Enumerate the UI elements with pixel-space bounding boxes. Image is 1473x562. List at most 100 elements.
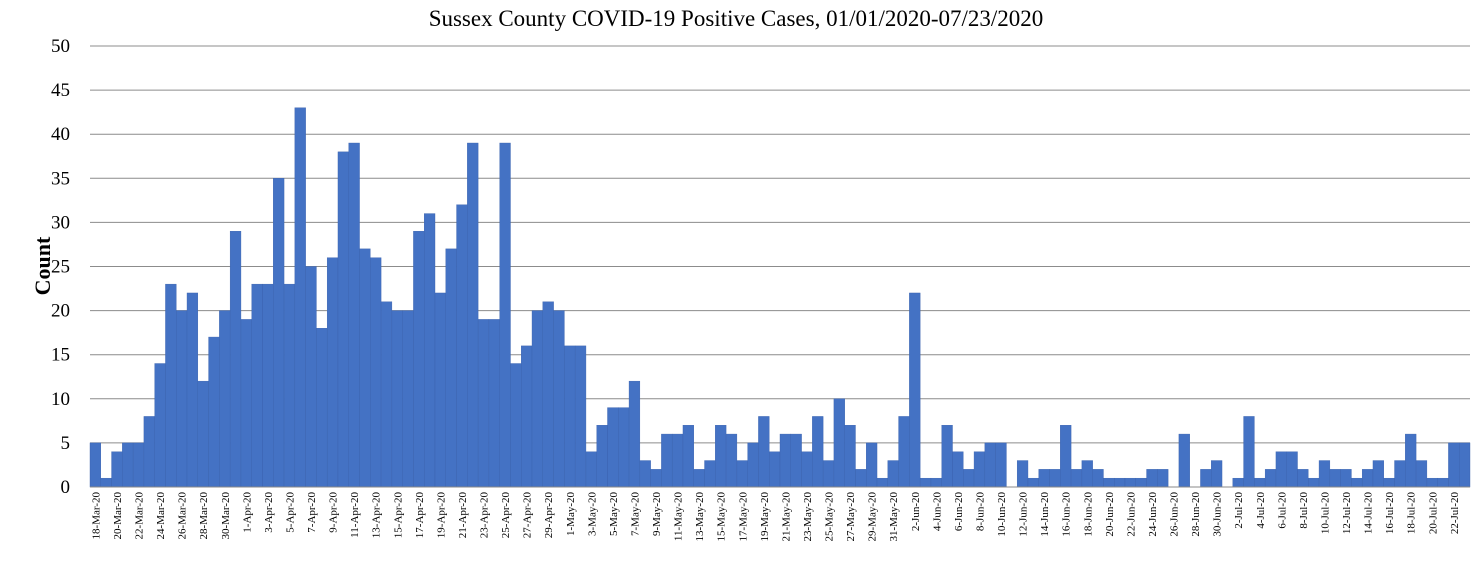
bar-2-Jun-20 — [909, 292, 921, 488]
x-tick-label: 19-May-20 — [759, 492, 771, 542]
bar-14-Apr-20 — [380, 301, 393, 488]
bar-29-May-20 — [866, 442, 878, 488]
x-tick-label: 26-Mar-20 — [177, 492, 189, 540]
bar-31-May-20 — [887, 460, 899, 488]
x-tick-label: 10-Jul-20 — [1319, 492, 1331, 535]
bar-17-May-20 — [736, 460, 748, 488]
bar-6-Apr-20 — [294, 107, 306, 488]
x-tick-label: 29-Apr-20 — [543, 492, 555, 539]
x-tick-label: 8-Jun-20 — [974, 492, 986, 532]
bar-22-Jun-20 — [1124, 477, 1136, 488]
bar-12-Jun-20 — [1016, 460, 1029, 488]
bar-20-Mar-20 — [111, 451, 123, 488]
bar-7-Jul-20 — [1286, 451, 1298, 488]
x-tick-label: 12-Jul-20 — [1341, 492, 1353, 535]
x-tick-label: 27-May-20 — [845, 492, 857, 542]
bar-9-May-20 — [650, 469, 662, 488]
x-tick-label: 14-Jun-20 — [1039, 492, 1051, 537]
bar-20-May-20 — [769, 451, 781, 488]
bar-27-Apr-20 — [521, 345, 533, 488]
x-tick-label: 26-Jun-20 — [1169, 492, 1181, 537]
bar-17-Apr-20 — [413, 231, 425, 488]
bar-22-Apr-20 — [467, 142, 479, 488]
x-tick-label: 2-Jun-20 — [910, 492, 922, 532]
bar-21-Apr-20 — [456, 204, 468, 488]
bar-4-Jul-20 — [1254, 477, 1266, 488]
x-tick-label: 5-Apr-20 — [284, 492, 296, 533]
x-tick-label: 6-Jun-20 — [953, 492, 965, 532]
x-axis-ticks: 18-Mar-20 20-Mar-20 22-Mar-20 24-Mar-20 26-M… — [90, 492, 1460, 542]
bar-19-Jun-20 — [1092, 469, 1104, 488]
bar-6-Jun-20 — [952, 451, 964, 488]
bar-6-May-20 — [618, 407, 630, 488]
y-tick-label: 20 — [51, 301, 70, 322]
bar-18-Apr-20 — [424, 213, 436, 488]
x-tick-label: 24-Jun-20 — [1147, 492, 1159, 537]
y-tick-label: 30 — [51, 212, 70, 233]
bar-9-Jul-20 — [1308, 477, 1320, 488]
bar-18-Mar-20 — [89, 442, 101, 488]
x-tick-label: 4-Jun-20 — [931, 492, 943, 532]
bar-2-Jul-20 — [1232, 477, 1244, 488]
bar-5-May-20 — [607, 407, 619, 488]
bar-12-Apr-20 — [359, 248, 371, 488]
bar-3-Jun-20 — [919, 477, 932, 488]
bar-20-Apr-20 — [445, 248, 457, 488]
y-tick-label: 40 — [51, 124, 70, 145]
bar-30-Jun-20 — [1211, 460, 1223, 488]
bar-16-Apr-20 — [402, 310, 414, 488]
bar-21-Jun-20 — [1114, 477, 1126, 488]
bar-3-Apr-20 — [262, 283, 274, 488]
x-tick-label: 19-Apr-20 — [435, 492, 447, 539]
bar-5-Jul-20 — [1264, 469, 1277, 488]
bar-19-Jul-20 — [1415, 460, 1428, 488]
bar-14-Jun-20 — [1038, 469, 1050, 488]
x-tick-label: 28-Mar-20 — [198, 492, 210, 540]
bar-22-Jul-20 — [1448, 442, 1460, 488]
bar-26-May-20 — [833, 398, 845, 488]
bar-10-Jul-20 — [1318, 460, 1331, 488]
y-axis-ticks: 0 5 10 15 20 25 30 35 40 45 50 — [51, 36, 70, 498]
bar-5-Jun-20 — [941, 425, 953, 488]
bar-10-Apr-20 — [337, 151, 349, 488]
x-tick-label: 5-May-20 — [608, 492, 620, 536]
x-tick-label: 18-Jul-20 — [1406, 492, 1418, 535]
bar-29-Apr-20 — [542, 301, 554, 488]
x-tick-label: 20-Mar-20 — [112, 492, 124, 540]
bar-25-Mar-20 — [165, 283, 177, 488]
y-axis-label: Count — [30, 236, 55, 295]
y-tick-label: 10 — [51, 389, 70, 410]
bar-7-Apr-20 — [305, 266, 317, 488]
bar-19-Mar-20 — [100, 477, 112, 488]
bar-23-Jul-20 — [1459, 442, 1471, 488]
bar-28-May-20 — [855, 469, 867, 488]
y-tick-label: 25 — [51, 257, 70, 278]
x-tick-label: 13-May-20 — [694, 492, 706, 542]
bar-24-Mar-20 — [154, 363, 166, 488]
x-tick-label: 4-Jul-20 — [1255, 492, 1267, 529]
x-tick-label: 2-Jul-20 — [1233, 492, 1245, 529]
bar-23-Mar-20 — [143, 416, 155, 488]
bar-13-Apr-20 — [370, 257, 382, 488]
x-tick-label: 10-Jun-20 — [996, 492, 1008, 537]
x-tick-label: 7-May-20 — [629, 492, 641, 536]
bar-27-May-20 — [844, 425, 856, 488]
bar-13-Jun-20 — [1027, 477, 1039, 488]
y-tick-label: 15 — [51, 345, 70, 366]
bar-30-May-20 — [876, 477, 889, 488]
x-tick-label: 3-May-20 — [586, 492, 598, 536]
bar-18-Jun-20 — [1081, 460, 1093, 488]
x-tick-label: 17-Apr-20 — [414, 492, 426, 539]
bar-28-Apr-20 — [531, 310, 544, 488]
bar-4-Jun-20 — [930, 477, 942, 488]
x-tick-label: 23-May-20 — [802, 492, 814, 542]
y-tick-label: 50 — [51, 36, 70, 57]
x-tick-label: 28-Jun-20 — [1190, 492, 1202, 537]
bar-3-May-20 — [585, 451, 597, 488]
x-tick-label: 11-May-20 — [673, 492, 685, 542]
bar-22-Mar-20 — [132, 442, 145, 488]
bar-8-Apr-20 — [316, 328, 328, 488]
x-tick-label: 25-May-20 — [824, 492, 836, 542]
bar-15-Jul-20 — [1372, 460, 1384, 488]
